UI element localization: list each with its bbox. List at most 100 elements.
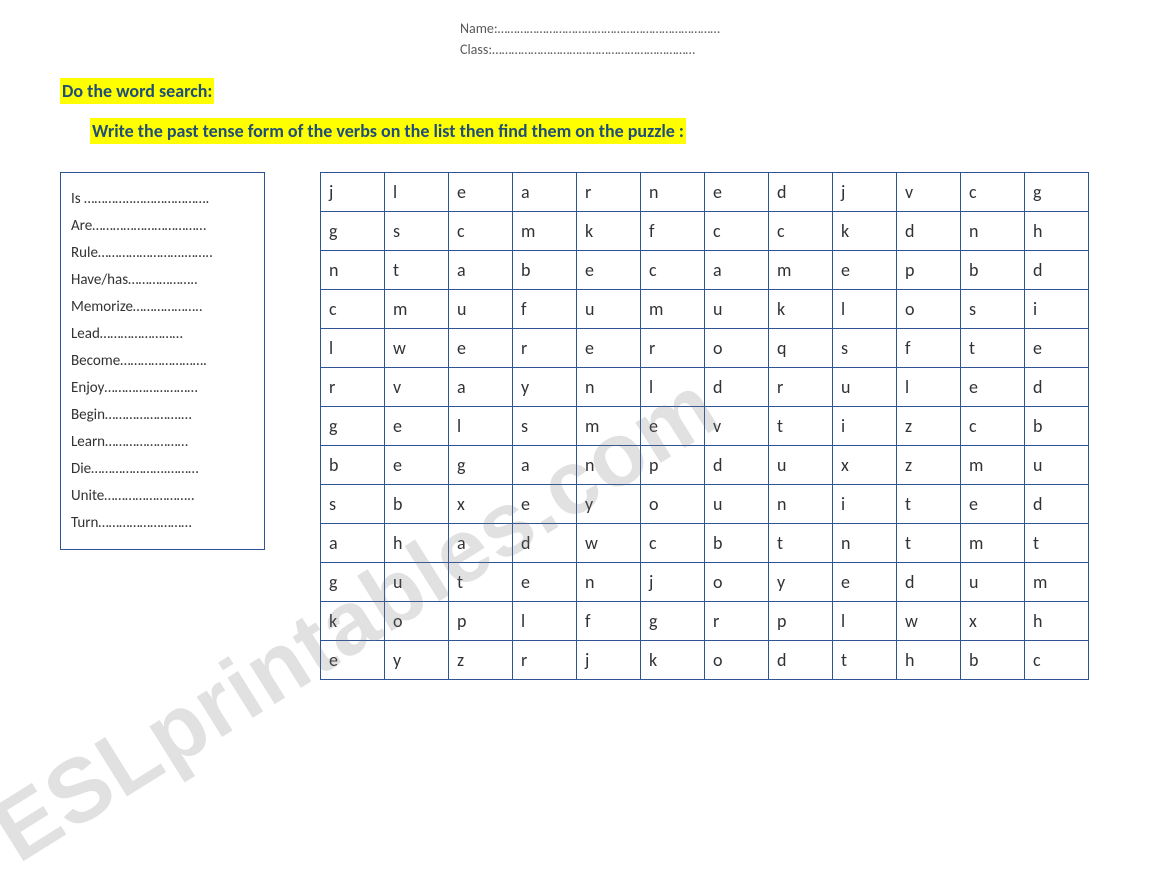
puzzle-cell: t — [897, 485, 961, 524]
puzzle-cell: l — [385, 173, 449, 212]
verb-name: Is — [71, 190, 84, 208]
puzzle-cell: t — [897, 524, 961, 563]
puzzle-cell: d — [769, 173, 833, 212]
verb-dots: …………………….…….. — [98, 244, 213, 262]
verb-name: Begin — [71, 406, 105, 424]
puzzle-cell: d — [897, 212, 961, 251]
puzzle-row: rvaynldruled — [321, 368, 1089, 407]
puzzle-cell: e — [449, 173, 513, 212]
title-line-2-wrap: Write the past tense form of the verbs o… — [90, 118, 1109, 144]
puzzle-cell: e — [961, 485, 1025, 524]
puzzle-row: lwereroqsfte — [321, 329, 1089, 368]
verb-item: Die………………….……… — [71, 460, 252, 478]
puzzle-cell: i — [833, 407, 897, 446]
puzzle-cell: k — [769, 290, 833, 329]
puzzle-cell: j — [833, 173, 897, 212]
main-content: Is …………..………………….Are……………………………Rule……………… — [60, 172, 1109, 680]
puzzle-cell: q — [769, 329, 833, 368]
puzzle-cell: s — [961, 290, 1025, 329]
puzzle-cell: l — [641, 368, 705, 407]
puzzle-cell: b — [961, 251, 1025, 290]
puzzle-cell: o — [385, 602, 449, 641]
puzzle-cell: o — [641, 485, 705, 524]
puzzle-cell: d — [1025, 251, 1089, 290]
puzzle-cell: u — [449, 290, 513, 329]
puzzle-cell: f — [641, 212, 705, 251]
puzzle-cell: d — [513, 524, 577, 563]
puzzle-cell: m — [769, 251, 833, 290]
puzzle-cell: y — [577, 485, 641, 524]
puzzle-cell: d — [769, 641, 833, 680]
verb-item: Is …………..…………………. — [71, 190, 252, 208]
puzzle-cell: l — [513, 602, 577, 641]
puzzle-cell: x — [449, 485, 513, 524]
puzzle-cell: u — [769, 446, 833, 485]
verb-dots: …………………… — [100, 325, 183, 343]
puzzle-row: gutenjoyedum — [321, 563, 1089, 602]
puzzle-cell: f — [577, 602, 641, 641]
puzzle-cell: h — [385, 524, 449, 563]
puzzle-grid: jlearnedjvcggscmkfcckdnhntabecamepbdcmuf… — [320, 172, 1089, 680]
puzzle-cell: a — [513, 446, 577, 485]
verb-item: Enjoy……………………… — [71, 379, 252, 397]
puzzle-cell: r — [769, 368, 833, 407]
puzzle-cell: m — [577, 407, 641, 446]
verb-dots: ……………………… — [104, 379, 197, 397]
puzzle-cell: e — [833, 251, 897, 290]
puzzle-cell: r — [513, 641, 577, 680]
puzzle-cell: u — [577, 290, 641, 329]
puzzle-cell: e — [641, 407, 705, 446]
puzzle-cell: v — [385, 368, 449, 407]
puzzle-cell: c — [961, 173, 1025, 212]
puzzle-cell: p — [769, 602, 833, 641]
puzzle-cell: b — [705, 524, 769, 563]
verb-name: Enjoy — [71, 379, 104, 397]
verb-name: Turn — [71, 514, 98, 532]
puzzle-cell: e — [1025, 329, 1089, 368]
puzzle-cell: n — [321, 251, 385, 290]
puzzle-cell: g — [321, 407, 385, 446]
puzzle-cell: x — [961, 602, 1025, 641]
verb-name: Are — [71, 217, 92, 235]
puzzle-cell: m — [385, 290, 449, 329]
puzzle-cell: e — [705, 173, 769, 212]
puzzle-cell: b — [961, 641, 1025, 680]
puzzle-cell: c — [1025, 641, 1089, 680]
puzzle-cell: z — [897, 446, 961, 485]
puzzle-cell: x — [833, 446, 897, 485]
puzzle-cell: b — [513, 251, 577, 290]
puzzle-cell: i — [1025, 290, 1089, 329]
puzzle-cell: d — [1025, 485, 1089, 524]
verb-dots: …………………………… — [92, 217, 206, 235]
verb-name: Lead — [71, 325, 100, 343]
name-label: Name: — [460, 20, 498, 37]
puzzle-cell: e — [513, 563, 577, 602]
verb-name: Rule — [71, 244, 98, 262]
class-label: Class: — [460, 41, 492, 58]
puzzle-cell: g — [641, 602, 705, 641]
puzzle-cell: t — [385, 251, 449, 290]
puzzle-cell: c — [321, 290, 385, 329]
puzzle-cell: w — [897, 602, 961, 641]
puzzle-cell: a — [449, 251, 513, 290]
puzzle-cell: w — [385, 329, 449, 368]
verb-dots: ……………………… — [98, 514, 191, 532]
puzzle-cell: t — [961, 329, 1025, 368]
puzzle-row: gelsmevtizcb — [321, 407, 1089, 446]
verb-name: Die — [71, 460, 91, 478]
name-line: Name:…………………………………………………………… — [460, 20, 1109, 37]
class-dots: ……………………………………………………… — [492, 41, 695, 58]
puzzle-cell: m — [641, 290, 705, 329]
verb-item: Have/has……………….. — [71, 271, 252, 289]
puzzle-cell: e — [577, 329, 641, 368]
verb-dots: ………………….……… — [91, 460, 198, 478]
puzzle-cell: c — [961, 407, 1025, 446]
verb-name: Become — [71, 352, 120, 370]
puzzle-row: jlearnedjvcg — [321, 173, 1089, 212]
puzzle-cell: o — [897, 290, 961, 329]
puzzle-cell: a — [449, 368, 513, 407]
puzzle-cell: e — [321, 641, 385, 680]
puzzle-cell: g — [449, 446, 513, 485]
puzzle-cell: c — [449, 212, 513, 251]
puzzle-cell: u — [1025, 446, 1089, 485]
